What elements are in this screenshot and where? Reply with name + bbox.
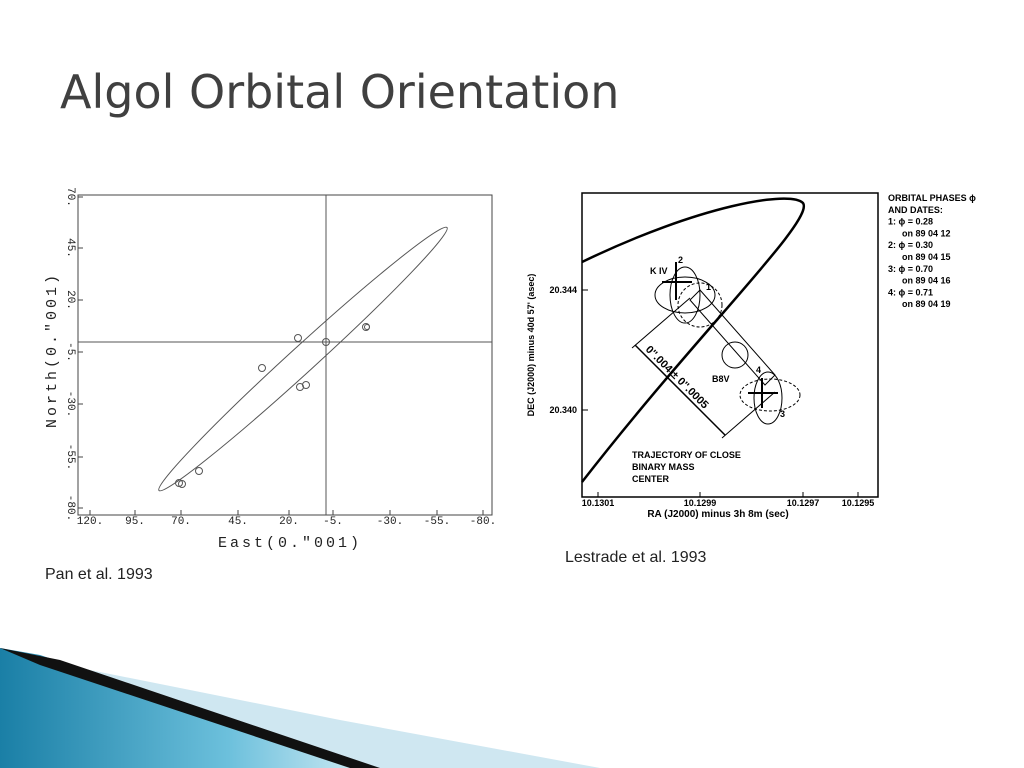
x-tick-label: 20. xyxy=(279,516,299,528)
legend-entry: on 89 04 12 xyxy=(902,228,951,238)
x-tick-label: -30. xyxy=(377,516,403,528)
slide-title: Algol Orbital Orientation xyxy=(60,65,619,119)
x-tick-label: 95. xyxy=(125,516,145,528)
y-tick-label: 20. xyxy=(64,290,76,310)
y-tick-label: -5. xyxy=(64,342,76,362)
frame xyxy=(581,192,879,498)
right-figure: 10.1301 10.1299 10.1297 10.1295 20.344 20.340… xyxy=(526,192,976,566)
label: TRAJECTORY OF CLOSE xyxy=(632,450,741,460)
legend-entry: AND DATES: xyxy=(888,205,943,215)
x-tick-label: 120. xyxy=(77,516,103,528)
caption: Pan et al. 1993 xyxy=(45,566,153,583)
legend-entry: on 89 04 19 xyxy=(902,299,951,309)
x-tick-label: -5. xyxy=(323,516,343,528)
y-axis-label: North(0."001) xyxy=(44,272,61,428)
legend-entry: 3: ϕ = 0.70 xyxy=(888,264,933,274)
caption: Lestrade et al. 1993 xyxy=(565,549,707,566)
decoration xyxy=(0,648,600,768)
y-tick-label: -30. xyxy=(64,391,76,417)
x-tick-label: 45. xyxy=(228,516,248,528)
y-tick-label: 20.344 xyxy=(549,285,577,295)
label: 1 xyxy=(706,282,711,292)
x-tick-label: -55. xyxy=(424,516,450,528)
legend-entry: 4: ϕ = 0.71 xyxy=(888,287,933,297)
x-tick-label: 70. xyxy=(171,516,191,528)
y-axis-label: DEC (J2000) minus 40d 57' (asec) xyxy=(526,274,536,417)
left-figure: 120. 95. 70. 45. 20. -5. -30. -55. -80. 70. 45. 20.… xyxy=(44,187,496,583)
legend-entry: ORBITAL PHASES ϕ xyxy=(888,193,976,203)
y-tick-label: 70. xyxy=(64,187,76,207)
y-tick-label: -80. xyxy=(64,495,76,521)
label: 2 xyxy=(678,255,683,265)
legend-entry: 2: ϕ = 0.30 xyxy=(888,240,933,250)
y-tick-label: -55. xyxy=(64,444,76,470)
x-tick-label: 10.1299 xyxy=(684,498,717,508)
x-tick-label: 10.1301 xyxy=(582,498,615,508)
label: 4 xyxy=(756,365,761,375)
label: K IV xyxy=(650,266,668,276)
label: B8V xyxy=(712,374,730,384)
x-tick-label: 10.1295 xyxy=(842,498,875,508)
legend-entry: on 89 04 15 xyxy=(902,252,951,262)
y-tick-label: 45. xyxy=(64,238,76,258)
stars xyxy=(631,262,801,439)
frame xyxy=(77,194,493,516)
orbit xyxy=(158,226,448,492)
label: 3 xyxy=(780,409,785,419)
x-axis-label: East(0."001) xyxy=(218,535,362,552)
legend-entry: on 89 04 16 xyxy=(902,276,951,286)
points xyxy=(175,323,370,488)
label: CENTER xyxy=(632,474,670,484)
legend-entry: 1: ϕ = 0.28 xyxy=(888,217,933,227)
x-tick-label: -80. xyxy=(470,516,496,528)
y-tick-label: 20.340 xyxy=(549,405,577,415)
x-tick-label: 10.1297 xyxy=(787,498,820,508)
trajectory xyxy=(581,197,806,483)
label: BINARY MASS xyxy=(632,462,695,472)
x-axis-label: RA (J2000) minus 3h 8m (sec) xyxy=(647,509,788,520)
separation: 0''.004 ± 0''.0005 xyxy=(643,344,711,412)
